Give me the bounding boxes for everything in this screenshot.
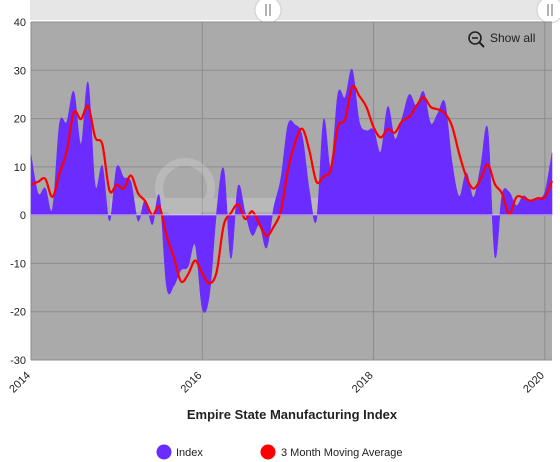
y-tick-label: 40 bbox=[14, 17, 26, 29]
legend-item-moving-average[interactable]: 3 Month Moving Average bbox=[260, 444, 403, 460]
navigator-track[interactable] bbox=[30, 0, 552, 20]
legend: Index 3 Month Moving Average bbox=[156, 444, 403, 460]
y-tick-label: -30 bbox=[10, 355, 26, 367]
legend-label-moving-average: 3 Month Moving Average bbox=[281, 447, 402, 459]
series-index-area bbox=[30, 68, 553, 313]
legend-swatch-index bbox=[156, 444, 172, 460]
zoom-out-icon[interactable] bbox=[468, 31, 482, 45]
y-tick-label: -10 bbox=[10, 258, 26, 270]
y-tick-label: 0 bbox=[20, 210, 26, 222]
y-axis: -30 -20 -10 0 10 20 30 40 bbox=[10, 17, 26, 367]
y-tick-label: 20 bbox=[14, 114, 26, 126]
y-tick-label: -20 bbox=[10, 307, 26, 319]
x-tick-label: 2016 bbox=[179, 370, 205, 396]
x-axis-title: Empire State Manufacturing Index bbox=[187, 407, 398, 422]
legend-label-index: Index bbox=[176, 447, 203, 459]
x-tick-label: 2020 bbox=[521, 370, 547, 396]
x-tick-label: 2014 bbox=[7, 370, 33, 396]
show-all-label[interactable]: Show all bbox=[490, 31, 535, 45]
range-navigator[interactable] bbox=[30, 0, 560, 24]
legend-swatch-moving-average bbox=[260, 444, 276, 460]
y-tick-label: 30 bbox=[14, 65, 26, 77]
series-moving-average-line bbox=[30, 84, 554, 285]
y-tick-label: 10 bbox=[14, 162, 26, 174]
x-axis: 2014 2016 2018 2020 bbox=[7, 370, 547, 396]
x-tick-label: 2018 bbox=[350, 370, 376, 396]
navigator-left-handle[interactable] bbox=[254, 0, 282, 24]
legend-item-index[interactable]: Index bbox=[156, 444, 204, 460]
show-all-button[interactable]: Show all bbox=[468, 31, 535, 48]
